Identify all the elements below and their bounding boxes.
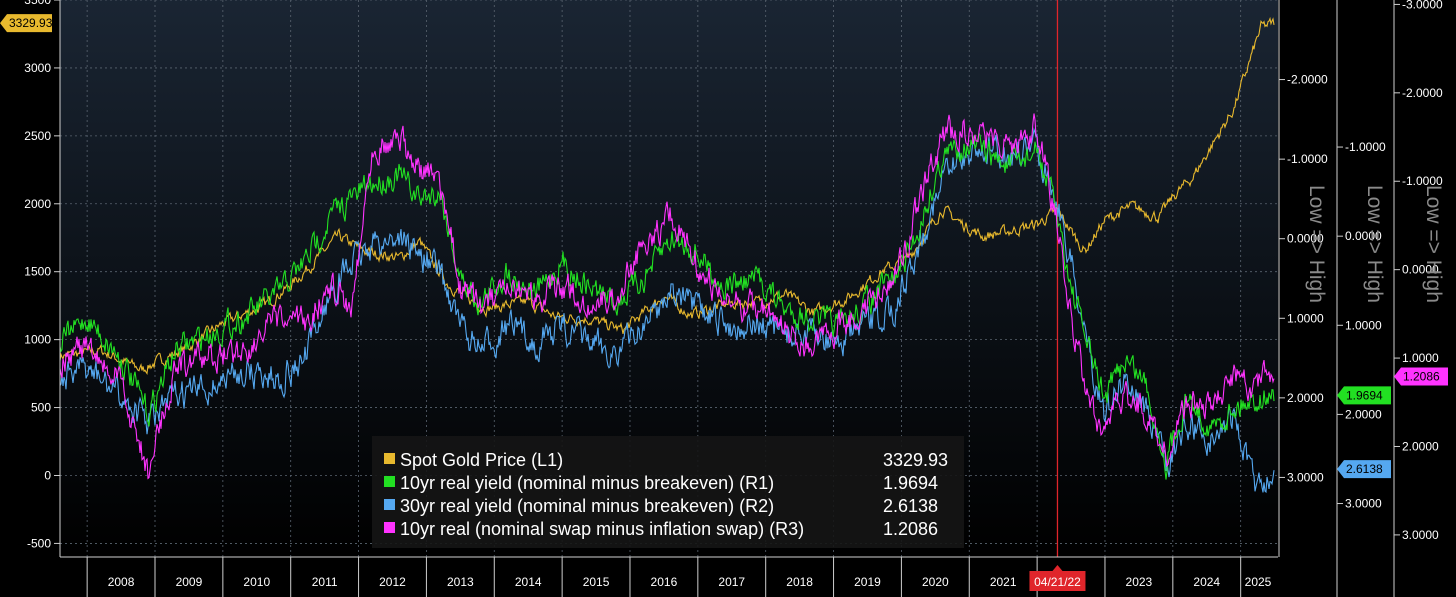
series-line-10yr-swap-real — [60, 113, 1275, 480]
r2-last-value-tag: 2.6138 — [1337, 460, 1391, 479]
x-axis-ticks: 2008 2009 2010 2011 2012 2013 2014 2015 2016 2017… — [86, 557, 1272, 597]
x-tick-label-2013: 2013 — [447, 575, 474, 589]
r1-tick-label-2.0000: 2.0000 — [1287, 391, 1324, 405]
legend-value-gold: 3329.93 — [883, 450, 948, 470]
r3-tick-label-1.0000: 1.0000 — [1402, 351, 1439, 365]
r1-tick-label-0.0000: 0.0000 — [1287, 232, 1324, 246]
r1-tick-label-3.0000: 3.0000 — [1287, 470, 1324, 484]
r2-axis-ticks: -1.0000 0.0000 1.0000 2.0000 3.0000 — [1337, 140, 1386, 511]
r1-axis-ticks: -2.0000 -1.0000 0.0000 1.0000 2.0000 3.0000 — [1279, 73, 1328, 484]
x-tick-label-2021: 2021 — [990, 575, 1017, 589]
legend-value-30yr-real: 2.6138 — [883, 496, 938, 516]
r3-tick-label--2.0000: -2.0000 — [1402, 86, 1443, 100]
gold-last-value-tag-bg — [0, 14, 52, 33]
date-marker-text: 04/21/22 — [1034, 575, 1081, 589]
r1-last-value-tag: 1.9694 — [1337, 386, 1391, 405]
legend-label-gold: Spot Gold Price (L1) — [400, 450, 563, 470]
r2-tick-label-0.0000: 0.0000 — [1345, 229, 1382, 243]
x-tick-label-2008: 2008 — [108, 575, 135, 589]
left-tick-label-0: 0 — [44, 468, 51, 482]
r1-tick-label--1.0000: -1.0000 — [1287, 152, 1328, 166]
r3-last-value-tag-text: 1.2086 — [1403, 370, 1440, 384]
left-tick-label-2500: 2500 — [24, 129, 51, 143]
legend-entry-10yr-real: 10yr real yield (nominal minus breakeven… — [384, 473, 938, 493]
r1-last-value-tag-text: 1.9694 — [1346, 388, 1383, 402]
legend-value-10yr-swap-real: 1.2086 — [883, 519, 938, 539]
gold-last-value-tag-text: 3329.93 — [9, 16, 53, 30]
left-tick-label-3000: 3000 — [24, 61, 51, 75]
r1-last-value-tag-bg — [1337, 386, 1391, 405]
r2-last-value-tag-text: 2.6138 — [1346, 462, 1383, 476]
r3-tick-label-0.0000: 0.0000 — [1402, 263, 1439, 277]
legend-label-10yr-real: 10yr real yield (nominal minus breakeven… — [400, 473, 774, 493]
legend-entry-30yr-real: 30yr real yield (nominal minus breakeven… — [384, 496, 938, 516]
x-tick-label-2023: 2023 — [1126, 575, 1153, 589]
x-tick-label-2019: 2019 — [854, 575, 881, 589]
x-tick-label-2017: 2017 — [718, 575, 745, 589]
r1-tick-label-1.0000: 1.0000 — [1287, 311, 1324, 325]
x-tick-label-2014: 2014 — [515, 575, 542, 589]
legend-label-30yr-real: 30yr real yield (nominal minus breakeven… — [400, 496, 774, 516]
r3-tick-label--3.0000: -3.0000 — [1402, 0, 1443, 11]
series-line-10yr-real — [60, 131, 1275, 480]
left-axis-ticks: 3500 3000 2500 2000 1500 1000 500 0 -500 — [24, 0, 60, 550]
r2-tick-label-2.0000: 2.0000 — [1345, 407, 1382, 421]
r3-last-value-tag: 1.2086 — [1394, 367, 1448, 386]
left-tick-label-2000: 2000 — [24, 197, 51, 211]
r1-axis-label: Low => High — [1305, 185, 1328, 303]
left-tick-label-500: 500 — [31, 401, 51, 415]
x-tick-label-2025: 2025 — [1245, 575, 1272, 589]
legend-swatch-gold — [384, 453, 395, 464]
legend: Spot Gold Price (L1) 3329.93 10yr real y… — [372, 436, 964, 548]
r2-tick-label-3.0000: 3.0000 — [1345, 497, 1382, 511]
r3-last-value-tag-bg — [1394, 367, 1448, 386]
left-tick-label-1500: 1500 — [24, 265, 51, 279]
r3-axis-label: Low => High — [1422, 185, 1445, 303]
legend-background — [372, 436, 964, 548]
x-tick-label-2015: 2015 — [583, 575, 610, 589]
legend-value-10yr-real: 1.9694 — [883, 473, 938, 493]
r1-tick-label--2.0000: -2.0000 — [1287, 73, 1328, 87]
date-marker-label: 04/21/22 — [1029, 565, 1086, 591]
gridlines — [60, 0, 1278, 557]
x-tick-label-2024: 2024 — [1193, 575, 1220, 589]
r2-tick-label--1.0000: -1.0000 — [1345, 140, 1386, 154]
r3-tick-label-2.0000: 2.0000 — [1402, 439, 1439, 453]
x-tick-label-2018: 2018 — [786, 575, 813, 589]
r3-axis-ticks: -3.0000 -2.0000 -1.0000 0.0000 1.0000 2.0000 3… — [1394, 0, 1443, 542]
last-value-labels: 3329.93 1.9694 2.6138 1.2086 — [0, 14, 1448, 479]
r3-tick-label--1.0000: -1.0000 — [1402, 174, 1443, 188]
left-tick-label--500: -500 — [27, 536, 51, 550]
x-tick-label-2020: 2020 — [922, 575, 949, 589]
legend-swatch-30yr-real — [384, 499, 395, 510]
legend-label-10yr-swap-real: 10yr real (nominal swap minus inflation … — [400, 519, 804, 539]
x-tick-label-2011: 2011 — [312, 575, 338, 589]
x-tick-label-2009: 2009 — [176, 575, 203, 589]
r2-last-value-tag-bg — [1337, 460, 1391, 479]
r3-tick-label-3.0000: 3.0000 — [1402, 528, 1439, 542]
x-tick-label-2012: 2012 — [379, 575, 406, 589]
legend-entry-gold: Spot Gold Price (L1) 3329.93 — [384, 450, 948, 470]
left-tick-label-1000: 1000 — [24, 333, 51, 347]
legend-swatch-10yr-swap-real — [384, 522, 395, 533]
x-tick-label-2010: 2010 — [243, 575, 270, 589]
series-line-30yr-real — [60, 127, 1275, 494]
x-tick-label-2016: 2016 — [651, 575, 678, 589]
legend-swatch-10yr-real — [384, 476, 395, 487]
legend-entry-10yr-swap-real: 10yr real (nominal swap minus inflation … — [384, 519, 938, 539]
left-tick-label-3500: 3500 — [24, 0, 51, 7]
gold-last-value-tag: 3329.93 — [0, 14, 53, 33]
r2-tick-label-1.0000: 1.0000 — [1345, 318, 1382, 332]
r2-axis-label: Low => High — [1363, 185, 1386, 303]
